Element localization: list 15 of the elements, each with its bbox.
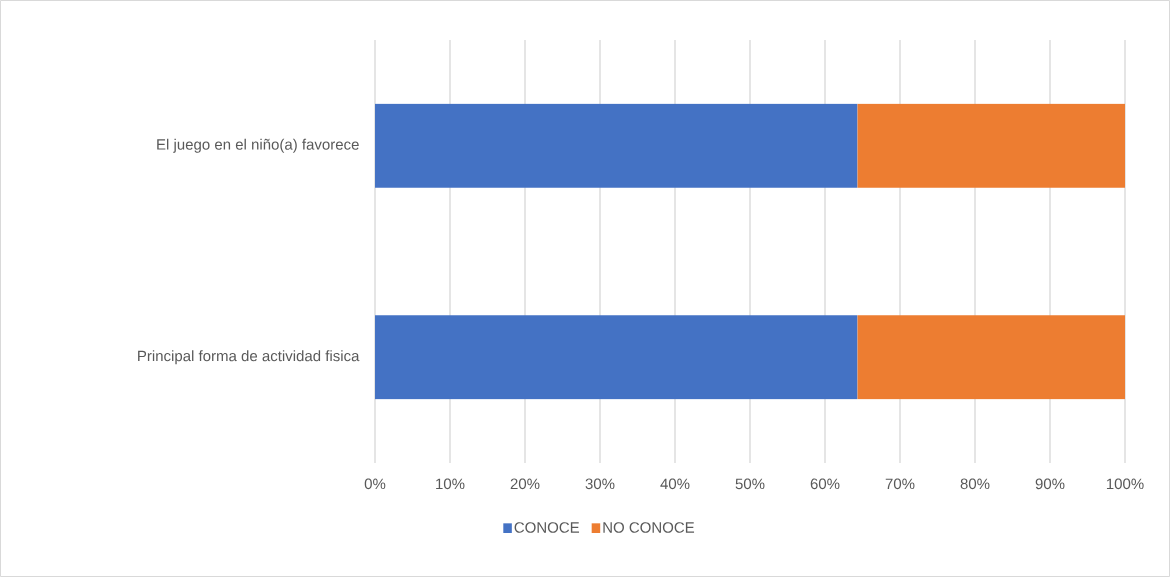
x-tick-label: 30%	[585, 478, 615, 490]
y-tick-label: Principal forma de actividad fisica	[138, 350, 360, 365]
legend-label: NO CONOCE	[603, 522, 695, 533]
x-tick-label: 50%	[735, 478, 765, 490]
x-tick-label: 80%	[960, 478, 990, 490]
x-tick-label: 90%	[1035, 478, 1065, 490]
x-tick-label: 10%	[436, 478, 465, 490]
x-tick-label: 70%	[885, 478, 915, 490]
x-tick-label: 20%	[510, 478, 540, 490]
x-tick-label: 60%	[810, 478, 840, 490]
x-tick-label: 40%	[660, 478, 690, 490]
x-tick-label: 100%	[1106, 478, 1144, 490]
legend-label: CONOCE	[514, 522, 580, 533]
y-tick-label: El juego en el niño(a) favorece	[157, 138, 359, 153]
x-tick-label: 0%	[364, 478, 386, 490]
